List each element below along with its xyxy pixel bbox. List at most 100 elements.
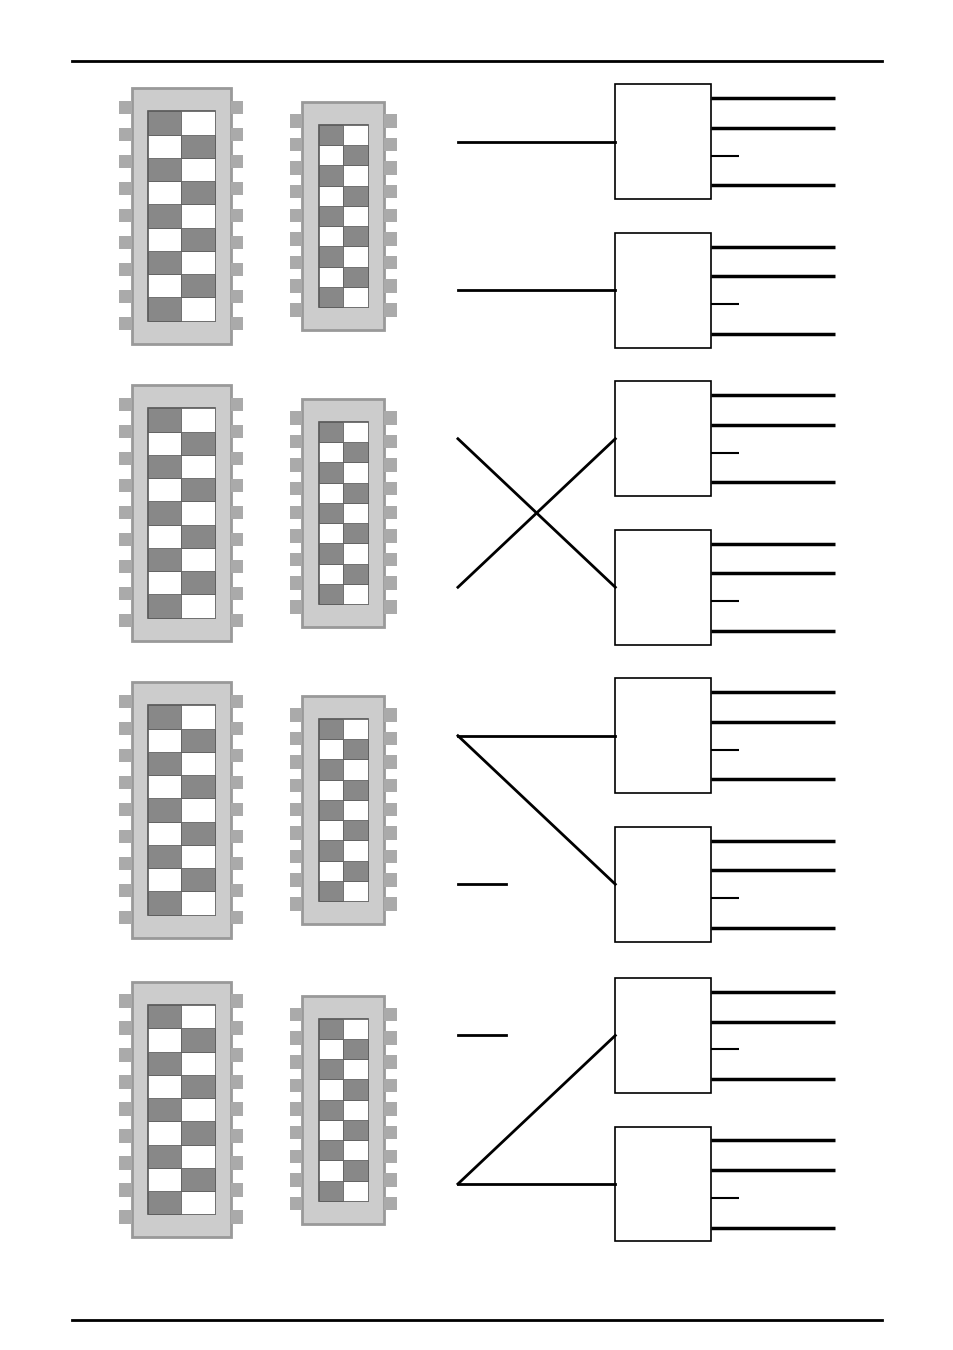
Bar xyxy=(290,482,302,495)
Bar xyxy=(343,502,368,522)
Bar xyxy=(343,421,368,443)
Bar xyxy=(343,1040,368,1058)
Bar xyxy=(148,822,181,845)
Bar xyxy=(290,115,302,128)
Bar xyxy=(148,112,181,135)
Bar xyxy=(119,128,132,142)
Bar xyxy=(343,564,368,583)
Bar xyxy=(290,1126,302,1139)
Bar xyxy=(119,857,132,871)
Bar xyxy=(384,279,396,293)
Bar xyxy=(384,850,396,864)
Bar xyxy=(343,740,368,759)
Bar xyxy=(318,502,343,522)
Bar xyxy=(181,1075,214,1098)
Bar xyxy=(119,209,132,223)
Bar xyxy=(384,873,396,887)
Bar xyxy=(181,548,214,571)
Bar xyxy=(181,501,214,525)
Bar xyxy=(343,267,368,288)
Bar xyxy=(384,304,396,317)
Bar xyxy=(148,752,181,775)
Bar xyxy=(290,505,302,518)
Bar xyxy=(148,1052,181,1075)
Bar xyxy=(290,1007,302,1022)
Bar xyxy=(384,185,396,198)
Bar xyxy=(343,207,368,227)
Bar xyxy=(290,554,302,567)
Bar xyxy=(231,236,243,250)
Bar xyxy=(119,506,132,520)
Bar xyxy=(119,425,132,439)
Bar xyxy=(318,1099,343,1120)
Bar xyxy=(384,115,396,128)
Bar xyxy=(384,707,396,721)
Bar xyxy=(318,840,343,861)
Bar xyxy=(231,451,243,464)
Bar xyxy=(148,705,214,915)
Bar xyxy=(119,1075,132,1088)
Bar xyxy=(119,263,132,277)
Bar xyxy=(148,1098,181,1122)
Bar xyxy=(119,829,132,842)
Bar xyxy=(343,1019,368,1040)
Bar xyxy=(615,84,710,200)
Bar xyxy=(343,1180,368,1202)
Bar xyxy=(384,802,396,815)
Bar xyxy=(290,1056,302,1069)
Bar xyxy=(148,158,181,181)
Bar xyxy=(290,779,302,792)
Bar xyxy=(231,101,243,115)
Bar xyxy=(384,1150,396,1164)
Bar xyxy=(181,432,214,455)
Bar xyxy=(119,695,132,709)
Bar xyxy=(181,1191,214,1215)
Bar xyxy=(119,479,132,493)
Bar xyxy=(181,594,214,618)
Bar xyxy=(231,1022,243,1035)
Bar xyxy=(384,1007,396,1022)
Bar xyxy=(119,910,132,923)
Bar xyxy=(231,748,243,761)
Bar xyxy=(343,718,368,740)
Bar xyxy=(231,506,243,520)
Bar xyxy=(343,524,368,544)
Bar xyxy=(148,571,181,594)
Bar xyxy=(148,408,181,432)
Bar xyxy=(181,729,214,752)
Bar xyxy=(318,126,368,308)
Bar xyxy=(384,554,396,567)
Bar xyxy=(343,1139,368,1161)
Bar xyxy=(181,1122,214,1145)
Bar xyxy=(343,882,368,902)
Bar xyxy=(290,256,302,270)
Bar xyxy=(181,845,214,868)
Bar xyxy=(148,594,181,618)
Bar xyxy=(119,317,132,331)
Bar xyxy=(181,798,214,822)
Bar xyxy=(119,995,132,1007)
Bar xyxy=(343,861,368,880)
Bar xyxy=(119,1183,132,1197)
Bar xyxy=(290,1031,302,1045)
Bar xyxy=(148,228,181,251)
Bar xyxy=(384,1031,396,1045)
Bar xyxy=(384,779,396,792)
Bar xyxy=(318,246,343,267)
Bar xyxy=(384,826,396,840)
Bar xyxy=(181,228,214,251)
Bar xyxy=(181,1145,214,1168)
Bar xyxy=(181,1052,214,1075)
Bar xyxy=(318,718,343,740)
Bar xyxy=(231,155,243,169)
Bar xyxy=(318,1180,343,1202)
Bar xyxy=(231,802,243,815)
Bar xyxy=(148,274,181,297)
Bar xyxy=(181,752,214,775)
Bar xyxy=(148,525,181,548)
Bar xyxy=(290,707,302,721)
Bar xyxy=(343,483,368,504)
Bar xyxy=(318,146,343,166)
Bar xyxy=(343,166,368,186)
Bar xyxy=(231,1048,243,1061)
